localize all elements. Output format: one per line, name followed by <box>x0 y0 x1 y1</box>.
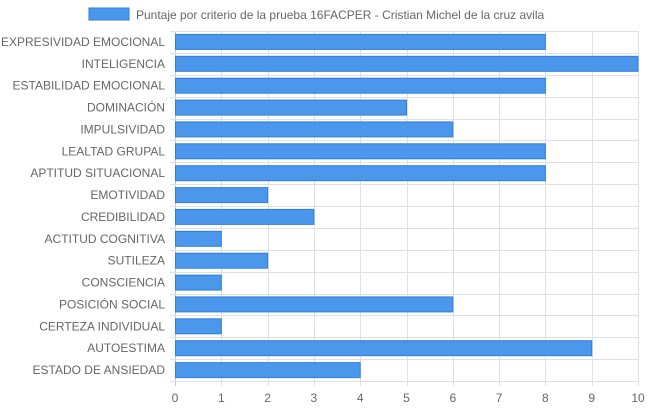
legend[interactable]: Puntaje por criterio de la prueba 16FACP… <box>88 7 545 22</box>
bar[interactable] <box>175 318 222 335</box>
category-label: POSICIÓN SOCIAL <box>59 296 165 311</box>
legend-label: Puntaje por criterio de la prueba 16FACP… <box>136 8 545 22</box>
bar[interactable] <box>175 340 593 357</box>
bar[interactable] <box>175 296 454 313</box>
bar[interactable] <box>175 187 269 204</box>
category-label: CONSCIENCIA <box>82 276 165 290</box>
x-tick-label: 1 <box>218 391 225 405</box>
bar[interactable] <box>175 99 407 116</box>
x-tick-label: 3 <box>311 391 318 405</box>
x-tick-label: 4 <box>357 391 364 405</box>
category-label: LEALTAD GRUPAL <box>62 144 166 158</box>
category-label: AUTOESTIMA <box>87 341 165 355</box>
x-tick-label: 5 <box>403 391 410 405</box>
category-label: SUTILEZA <box>108 254 165 268</box>
x-tick-label: 6 <box>449 391 456 405</box>
legend-swatch <box>88 7 130 21</box>
x-tick-label: 7 <box>496 391 503 405</box>
bar[interactable] <box>175 362 361 379</box>
bar[interactable] <box>175 121 454 138</box>
category-label: APTITUD SITUACIONAL <box>30 166 165 180</box>
bar[interactable] <box>175 143 546 160</box>
bar[interactable] <box>175 252 269 269</box>
category-label: CREDIBILIDAD <box>81 210 165 224</box>
category-label: EMOTIVIDAD <box>90 188 165 202</box>
bar[interactable] <box>175 165 546 182</box>
bar[interactable] <box>175 208 315 225</box>
bar[interactable] <box>175 33 546 50</box>
category-label: EXPRESIVIDAD EMOCIONAL <box>1 35 165 49</box>
x-tick-label: 10 <box>631 391 645 405</box>
bar[interactable] <box>175 274 222 291</box>
category-labels: EXPRESIVIDAD EMOCIONAL INTELIGENCIA ESTABI… <box>1 35 165 377</box>
bar[interactable] <box>175 77 546 94</box>
bar[interactable] <box>175 230 222 247</box>
category-label: ESTADO DE ANSIEDAD <box>33 363 166 377</box>
bar[interactable] <box>175 55 639 72</box>
x-tick-label: 8 <box>542 391 549 405</box>
category-label: IMPULSIVIDAD <box>80 122 165 136</box>
x-tick-label: 2 <box>264 391 271 405</box>
category-label: CERTEZA INDIVIDUAL <box>39 319 165 333</box>
category-label: ACTITUD COGNITIVA <box>45 232 165 246</box>
category-label: INTELIGENCIA <box>82 57 165 71</box>
x-tick-label: 9 <box>588 391 595 405</box>
category-label: ESTABILIDAD EMOCIONAL <box>13 79 166 93</box>
category-label: DOMINACIÓN <box>87 100 165 115</box>
x-tick-label: 0 <box>172 391 179 405</box>
x-tick-labels: 0 1 2 3 4 5 6 7 8 9 10 <box>172 391 645 405</box>
bar-layer <box>175 33 639 379</box>
